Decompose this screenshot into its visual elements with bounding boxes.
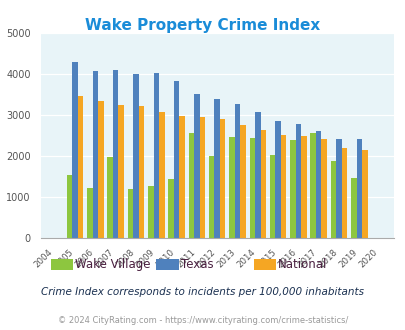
Bar xyxy=(153,73,159,238)
Bar xyxy=(240,125,245,238)
Bar xyxy=(275,120,280,238)
Bar xyxy=(72,62,78,238)
Bar xyxy=(173,81,179,238)
Bar xyxy=(341,148,346,238)
Text: Texas: Texas xyxy=(180,258,213,271)
Bar xyxy=(269,155,275,238)
Bar xyxy=(168,179,173,238)
Bar xyxy=(330,161,335,238)
Bar xyxy=(356,139,361,238)
Bar xyxy=(214,99,220,238)
Bar xyxy=(113,70,118,238)
Bar xyxy=(234,104,240,238)
Bar xyxy=(301,136,306,238)
Bar xyxy=(310,133,315,238)
Bar xyxy=(159,113,164,238)
Bar xyxy=(148,186,153,238)
Bar xyxy=(254,113,260,238)
Bar xyxy=(98,101,103,238)
Bar xyxy=(107,157,113,238)
Bar xyxy=(118,105,124,238)
Bar xyxy=(321,139,326,238)
Bar xyxy=(335,139,341,238)
Text: Wake Property Crime Index: Wake Property Crime Index xyxy=(85,18,320,33)
Bar xyxy=(295,124,301,238)
Bar xyxy=(199,117,205,238)
Bar xyxy=(249,138,254,238)
Bar xyxy=(280,135,286,238)
Bar xyxy=(139,106,144,238)
Bar xyxy=(179,116,184,238)
Bar xyxy=(350,178,356,238)
Bar xyxy=(67,176,72,238)
Bar xyxy=(92,71,98,238)
Bar xyxy=(361,149,367,238)
Bar xyxy=(229,137,234,238)
Bar xyxy=(194,94,199,238)
Bar xyxy=(315,131,321,238)
Bar xyxy=(133,74,139,238)
Bar xyxy=(260,130,265,238)
Text: © 2024 CityRating.com - https://www.cityrating.com/crime-statistics/: © 2024 CityRating.com - https://www.city… xyxy=(58,315,347,325)
Bar xyxy=(87,188,92,238)
Bar xyxy=(209,156,214,238)
Text: Wake Village: Wake Village xyxy=(75,258,150,271)
Bar xyxy=(78,96,83,238)
Bar xyxy=(188,133,194,238)
Text: National: National xyxy=(277,258,327,271)
Bar xyxy=(128,189,133,238)
Text: Crime Index corresponds to incidents per 100,000 inhabitants: Crime Index corresponds to incidents per… xyxy=(41,287,364,297)
Bar xyxy=(220,119,225,238)
Bar xyxy=(290,140,295,238)
